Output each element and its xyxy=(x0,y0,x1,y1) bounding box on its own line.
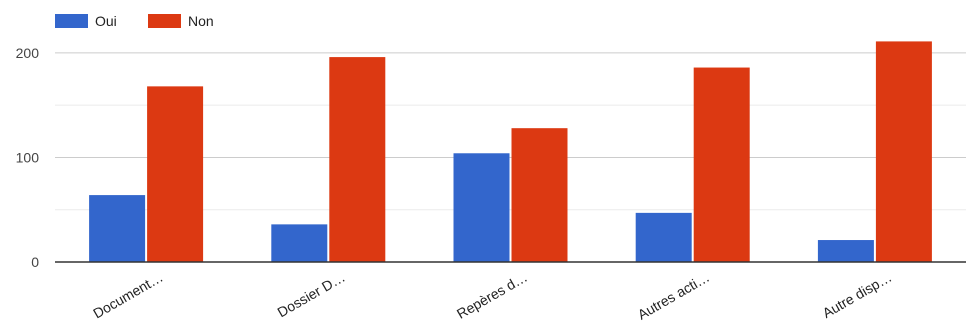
x-category-label: Repères d… xyxy=(454,269,530,322)
grid-lines xyxy=(55,52,966,211)
x-axis-labels: Document… Dossier D… Repères d… Autres acti… xyxy=(90,269,894,323)
x-category-label: Dossier D… xyxy=(274,269,347,321)
bar-non-3 xyxy=(693,67,750,262)
legend: Oui Non xyxy=(55,13,214,29)
legend-label-non: Non xyxy=(188,13,214,29)
y-tick-label: 100 xyxy=(16,149,40,165)
x-category-label: Autre disp… xyxy=(820,269,895,321)
bar-oui-2 xyxy=(453,153,510,262)
bar-non-0 xyxy=(147,86,204,262)
bar-oui-1 xyxy=(271,224,328,262)
x-category-label: Document… xyxy=(90,269,165,322)
bar-non-2 xyxy=(511,128,568,262)
x-category-label: Autres acti… xyxy=(635,269,712,323)
bar-oui-3 xyxy=(635,212,692,262)
y-axis-ticks: 0 100 200 xyxy=(16,45,40,270)
legend-label-oui: Oui xyxy=(95,13,117,29)
legend-swatch-non xyxy=(148,14,181,28)
y-tick-label: 0 xyxy=(31,254,39,270)
legend-swatch-oui xyxy=(55,14,88,28)
bars xyxy=(89,41,932,263)
bar-non-1 xyxy=(329,57,386,262)
bar-oui-4 xyxy=(817,240,874,262)
bar-non-4 xyxy=(875,41,932,263)
y-tick-label: 200 xyxy=(16,45,40,61)
bar-oui-0 xyxy=(89,195,146,262)
